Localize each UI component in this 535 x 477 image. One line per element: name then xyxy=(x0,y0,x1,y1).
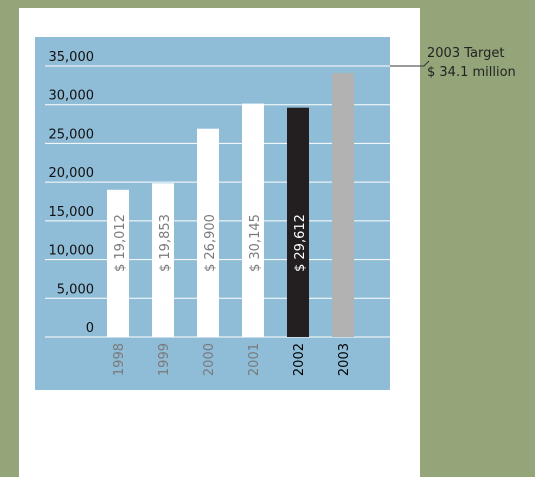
value-label: $ 30,145 xyxy=(248,214,263,272)
value-label: $ 26,900 xyxy=(203,214,218,272)
annotation: 2003 Target xyxy=(427,46,504,61)
x-tick-label: 2001 xyxy=(247,343,262,376)
value-label: $ 19,012 xyxy=(113,214,128,272)
y-tick-label: 25,000 xyxy=(49,127,95,142)
x-tick-label: 1998 xyxy=(112,343,127,376)
x-tick-label: 2002 xyxy=(292,343,307,376)
y-tick-label: 35,000 xyxy=(49,50,95,65)
y-tick-label: 5,000 xyxy=(57,282,94,297)
y-tick-label: 10,000 xyxy=(49,244,95,259)
y-tick-label: 20,000 xyxy=(49,166,95,181)
y-tick-label: 0 xyxy=(86,321,94,336)
annotation: $ 34.1 million xyxy=(427,65,516,80)
x-tick-label: 2000 xyxy=(202,343,217,376)
y-tick-label: 30,000 xyxy=(49,89,95,104)
value-label: $ 19,853 xyxy=(158,214,173,272)
value-label: $ 29,612 xyxy=(293,214,308,272)
bar xyxy=(242,103,264,337)
y-tick-label: 15,000 xyxy=(49,205,95,220)
bar xyxy=(332,72,354,338)
bar xyxy=(287,107,309,338)
bar xyxy=(152,183,174,337)
x-tick-label: 1999 xyxy=(157,343,172,376)
x-tick-label: 2003 xyxy=(337,343,352,376)
bar xyxy=(197,128,219,337)
bar xyxy=(107,189,129,337)
